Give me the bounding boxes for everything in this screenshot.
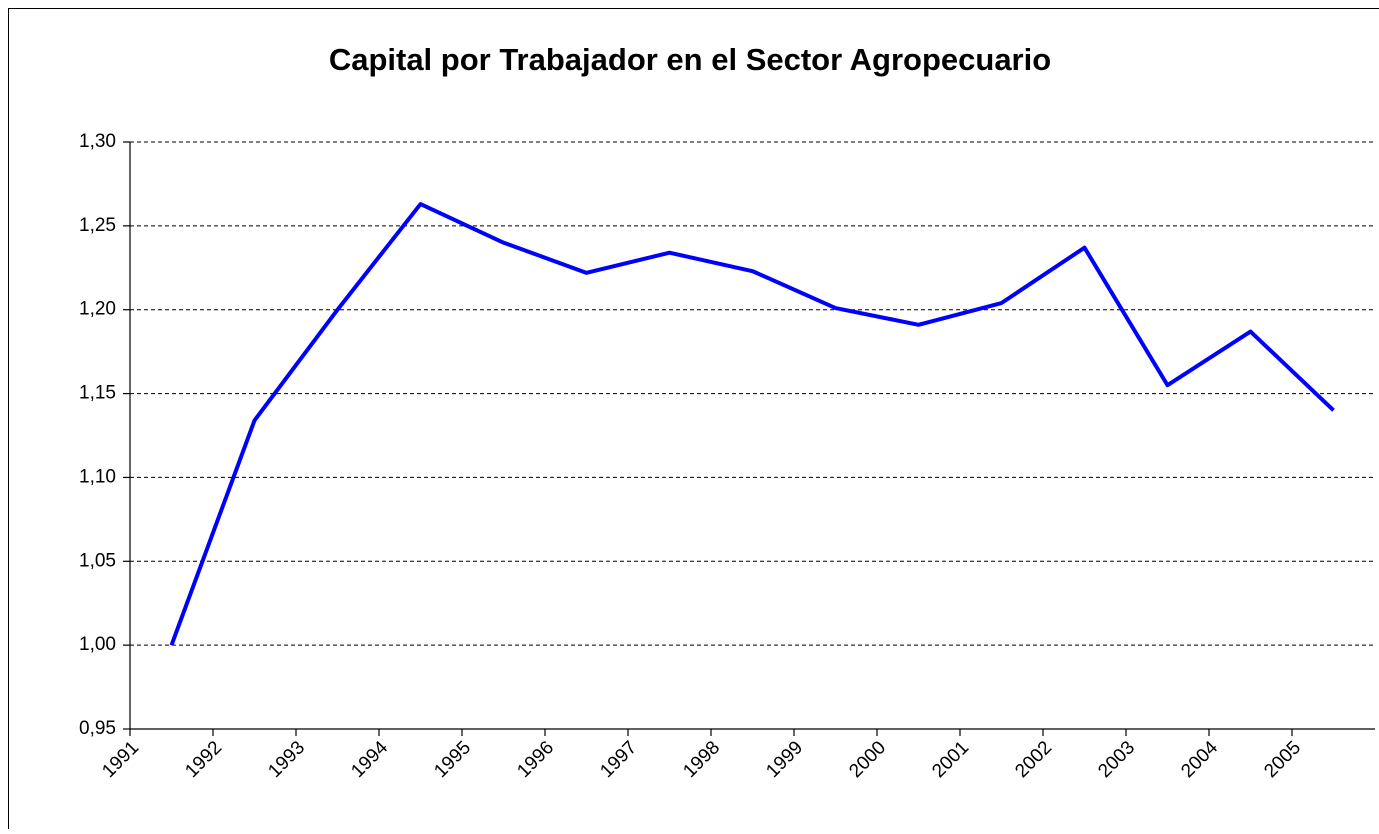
y-tick-label: 1,30 — [79, 131, 116, 152]
chart-title: Capital por Trabajador en el Sector Agro… — [329, 42, 1051, 77]
chart-frame — [9, 9, 1379, 830]
y-tick-label: 1,15 — [79, 383, 116, 404]
y-tick-label: 1,20 — [79, 299, 116, 320]
y-tick-label: 1,00 — [79, 634, 116, 655]
y-tick-label: 1,10 — [79, 466, 116, 487]
y-tick-label: 0,95 — [79, 718, 116, 739]
y-tick-label: 1,05 — [79, 550, 116, 571]
y-tick-label: 1,25 — [79, 215, 116, 236]
